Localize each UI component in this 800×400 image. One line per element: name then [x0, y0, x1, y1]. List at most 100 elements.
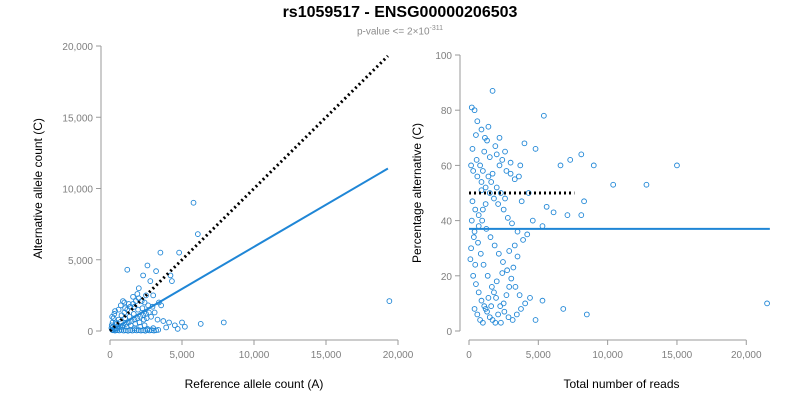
panel1-data-point — [190, 199, 197, 206]
panel2-data-point — [475, 239, 481, 246]
panel1-x-tick-label: 20,000 — [383, 350, 414, 361]
panel1-data-point — [134, 291, 141, 297]
panel2-data-point — [478, 297, 485, 304]
panel2-data-point — [482, 184, 489, 191]
panel2-y-tick-label: 20 — [441, 272, 453, 283]
panel2-data-point — [517, 162, 524, 169]
panel2-y-tick-label: 0 — [446, 327, 452, 338]
panel2-data-point — [501, 308, 508, 315]
panel2-data-point — [514, 228, 521, 235]
panel2-data-point — [473, 157, 480, 163]
panel2-data-point — [475, 212, 482, 218]
panel2-data-point — [496, 162, 503, 169]
panel1-data-point — [131, 327, 138, 333]
panel1-x-tick-label: 5,000 — [169, 350, 194, 361]
panel1-x-tick-label: 0 — [107, 350, 113, 361]
panel2-data-point — [505, 314, 512, 321]
panel2-data-point — [518, 198, 525, 205]
panel2-y-tick-label: 60 — [441, 161, 453, 172]
panel2-data-point — [516, 292, 523, 298]
panel2-data-point — [498, 319, 504, 326]
panel2-data-point — [470, 168, 477, 174]
panel1-data-point — [194, 231, 201, 237]
panel2-data-point — [520, 237, 526, 243]
panel2-data-point — [489, 283, 495, 290]
panel1-data-point — [150, 325, 157, 332]
panel2-data-point — [532, 317, 539, 323]
panel2-data-point — [486, 190, 493, 196]
panel2-data-point — [489, 170, 496, 177]
panel2-data-point — [496, 134, 503, 141]
panel1-x-tick-label: 10,000 — [239, 350, 270, 361]
panel2-data-point — [497, 303, 504, 310]
panel2-data-point — [472, 206, 479, 213]
panel1-data-point — [160, 318, 167, 324]
panel2-y-tick-label: 80 — [441, 106, 453, 117]
panel1-data-point — [174, 326, 181, 332]
panel2-data-point — [522, 300, 528, 307]
panel2-data-point — [488, 303, 495, 310]
panel2-data-point — [480, 206, 486, 213]
panel1-data-point — [115, 306, 122, 313]
panel2-data-point — [541, 112, 547, 119]
panel2-data-point — [471, 234, 477, 241]
panel2-data-point — [500, 206, 507, 213]
panel1-data-point — [143, 292, 149, 299]
panel1-data-point — [141, 322, 148, 329]
panel2-data-point — [484, 308, 490, 315]
panel2-data-point — [518, 306, 524, 312]
panel1-x-tick-label: 15,000 — [311, 350, 342, 361]
panel2-data-point — [516, 173, 522, 180]
panel2-data-point — [482, 201, 489, 207]
panel2-data-point — [504, 267, 510, 274]
panel2-x-tick-label: 0 — [466, 350, 472, 361]
panel2-data-point — [495, 250, 502, 257]
panel2-data-point — [487, 234, 494, 241]
panel2-data-point — [493, 151, 500, 158]
panel1-data-point — [157, 249, 164, 256]
panel1-y-tick-label: 15,000 — [62, 113, 93, 124]
panel2-data-point — [564, 212, 571, 218]
panel1-data-point — [124, 266, 131, 273]
panel2-data-point — [557, 162, 564, 169]
panel1-data-point — [147, 278, 154, 284]
panel1-data-point — [133, 298, 139, 304]
panel2-data-point — [539, 223, 546, 229]
panel1-data-point — [169, 278, 175, 284]
panel2-data-point — [471, 107, 478, 114]
panel2-data-point — [475, 223, 482, 229]
panel1-data-point — [140, 316, 147, 323]
panel1-data-point — [122, 327, 129, 334]
panel2-data-point — [550, 209, 557, 216]
panel2-data-point — [506, 283, 513, 290]
panel2-data-point — [468, 217, 475, 224]
panel2-data-point — [498, 190, 504, 196]
panel2-data-point — [486, 154, 493, 160]
p-value-text: p-value <= 2×10 — [356, 26, 430, 38]
panel2-data-point — [521, 140, 528, 147]
panel2-data-point — [506, 248, 513, 254]
panel2-data-point — [502, 148, 508, 155]
panel2-data-point — [532, 145, 539, 152]
panel1-data-point — [155, 327, 162, 333]
panel2-data-point — [510, 264, 517, 271]
panel2-data-point — [512, 283, 519, 290]
panel2-data-point — [610, 181, 617, 188]
panel2-data-point — [527, 295, 533, 301]
panel2-data-point — [578, 151, 585, 158]
panel2-data-point — [509, 317, 516, 323]
chart-title: rs1059517 - ENSG00000206503 — [282, 4, 518, 21]
panel2-data-point — [493, 295, 499, 301]
panel1-data-point — [140, 272, 146, 279]
panel1-data-point — [144, 262, 151, 269]
panel1-data-point — [386, 298, 393, 304]
panel2-data-point — [543, 203, 550, 210]
panel2-data-point — [560, 306, 567, 312]
panel2-data-point — [478, 179, 485, 185]
panel1-data-point — [220, 319, 227, 326]
panel2-data-point — [511, 176, 518, 183]
panel2-data-point — [469, 145, 476, 152]
panel2-data-point — [480, 261, 487, 268]
panel2-data-point — [491, 195, 497, 202]
panel2-data-point — [513, 311, 520, 318]
